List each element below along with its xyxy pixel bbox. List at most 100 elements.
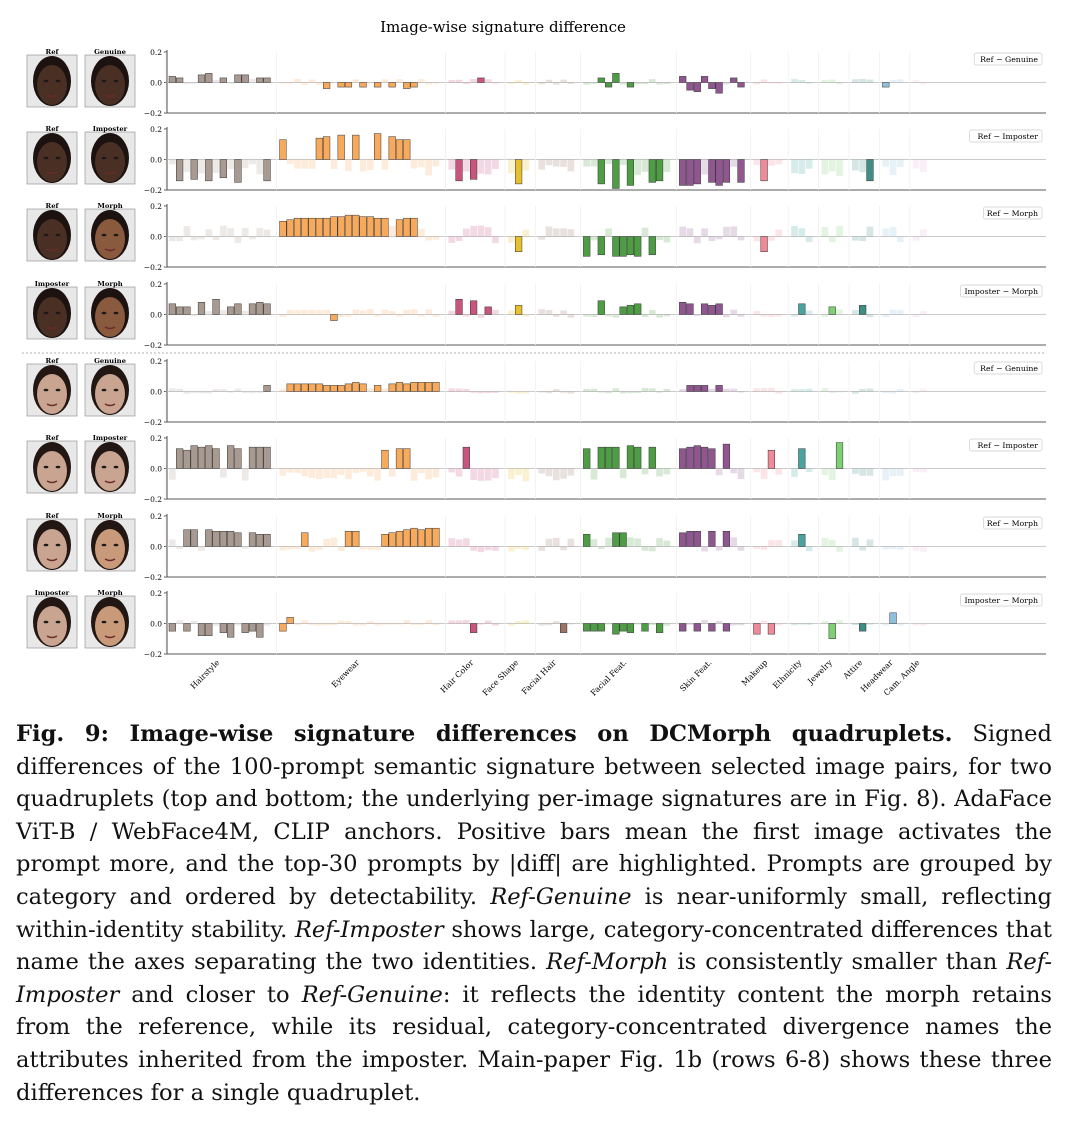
bar (722, 159, 731, 183)
bar (882, 82, 890, 88)
y-tick-label: 0.2 (150, 589, 162, 598)
bar (760, 546, 768, 550)
bar (315, 310, 323, 315)
bar (552, 228, 560, 237)
bar (344, 383, 353, 392)
bar (169, 468, 176, 480)
bar (345, 314, 352, 317)
panel-label-text: Ref − Genuine (980, 364, 1038, 373)
bar (656, 468, 663, 477)
bar (308, 217, 316, 237)
bar (828, 539, 836, 547)
bar (176, 546, 183, 549)
bar (359, 216, 367, 237)
bar (205, 529, 213, 547)
bar (219, 623, 227, 633)
bar (522, 468, 530, 482)
bar (722, 623, 731, 632)
bar (330, 216, 338, 237)
bar (470, 391, 477, 393)
bar (737, 623, 745, 626)
bar (679, 448, 687, 469)
bar (805, 388, 813, 392)
bar (597, 623, 605, 632)
bar (515, 391, 522, 394)
panel-label: Ref − Morph (983, 516, 1043, 530)
bar (212, 236, 220, 241)
bar (234, 159, 242, 183)
bar (538, 236, 546, 240)
category-label: Facial Feat. (589, 658, 629, 698)
bar (470, 300, 478, 315)
bar (715, 468, 723, 476)
y-tick-label: 0.2 (150, 202, 162, 211)
bar (410, 309, 418, 315)
bar (866, 226, 874, 237)
bar (545, 623, 553, 626)
face-label: Ref (46, 202, 60, 210)
bar (492, 159, 499, 170)
bar (852, 623, 859, 626)
face-skin (37, 65, 67, 105)
bar (507, 546, 515, 552)
face-label: Ref (46, 512, 60, 520)
bar (286, 468, 294, 473)
bar (263, 159, 271, 182)
panel-label-text: Ref − Imposter (978, 132, 1039, 141)
bar (700, 303, 709, 315)
bar (920, 388, 927, 392)
bar (345, 468, 352, 480)
bar (791, 225, 798, 237)
bar (737, 468, 745, 480)
bar (323, 538, 330, 547)
bar (212, 448, 220, 469)
bar (477, 77, 485, 83)
bar (723, 314, 730, 318)
bar (374, 82, 382, 88)
bar (866, 539, 874, 547)
bar (836, 620, 843, 624)
bar (374, 468, 381, 481)
panel-label-text: Ref − Morph (987, 209, 1038, 218)
bar (775, 539, 783, 547)
bar (432, 82, 440, 84)
bar (753, 623, 761, 635)
bar (352, 309, 360, 315)
bar (912, 468, 920, 473)
bar (619, 82, 627, 85)
bar (648, 446, 656, 469)
bar (715, 159, 723, 186)
bar (241, 468, 249, 481)
bar (655, 623, 664, 633)
bar (889, 468, 897, 477)
bar (410, 382, 418, 392)
face-eye (113, 388, 119, 392)
face-label: Morph (97, 202, 122, 210)
bar (183, 82, 191, 84)
bar (323, 217, 331, 237)
bar (612, 159, 620, 189)
panel-label: Ref − Genuine (973, 361, 1043, 375)
bar (730, 623, 738, 626)
bar (279, 82, 287, 84)
bar (805, 546, 813, 552)
bar (352, 134, 360, 160)
face-label: Imposter (93, 125, 128, 133)
bar (821, 620, 829, 624)
bar (418, 159, 425, 168)
bar (693, 623, 701, 632)
bar (484, 159, 492, 175)
bar (597, 300, 605, 315)
bar (597, 77, 605, 83)
bar (700, 446, 709, 469)
bar (708, 388, 716, 392)
bar (293, 217, 302, 237)
bar (396, 314, 403, 317)
bar (227, 623, 235, 638)
bar (293, 383, 302, 392)
bar (912, 314, 920, 318)
bar (648, 236, 656, 256)
bar (462, 538, 470, 547)
bar (686, 303, 694, 315)
bar (686, 385, 694, 392)
